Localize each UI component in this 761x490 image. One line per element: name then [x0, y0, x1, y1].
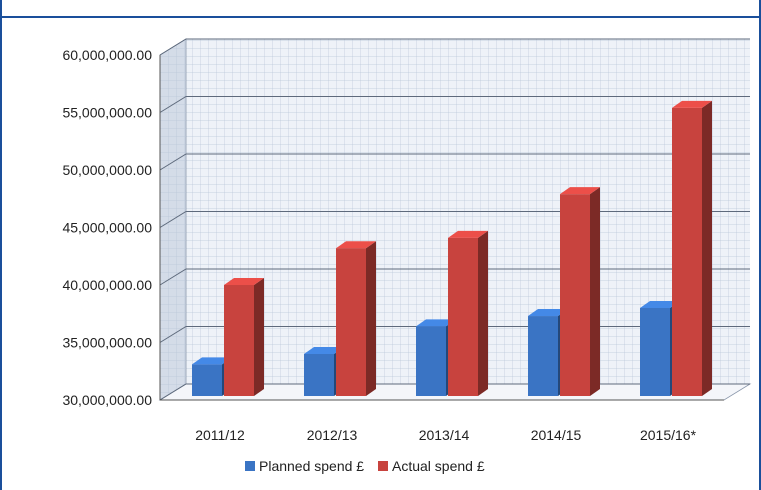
right-border: [759, 0, 761, 490]
bar-front: [640, 308, 670, 396]
bar-front: [192, 364, 222, 396]
legend-swatch: [378, 461, 388, 471]
bar: [224, 278, 264, 396]
y-axis: 30,000,000.00 35,000,000.00 40,000,000.00 4…: [62, 47, 724, 408]
x-tick-label: 2014/15: [531, 427, 582, 443]
bar-side: [254, 278, 264, 396]
bar-side: [366, 241, 376, 396]
legend-label: Planned spend £: [259, 458, 364, 474]
bar-front: [528, 316, 558, 396]
y-tick-label: 50,000,000.00: [62, 162, 152, 178]
top-border: [0, 0, 761, 18]
x-tick-label: 2015/16*: [640, 427, 697, 443]
bar-top: [304, 347, 344, 354]
bar-top: [640, 301, 680, 308]
legend-swatch: [245, 461, 255, 471]
bar-top: [528, 309, 568, 317]
bar: [672, 100, 712, 397]
gridline: [159, 96, 750, 113]
x-tick-label: 2012/13: [307, 427, 358, 443]
legend: Planned spend £ Actual spend £: [245, 458, 485, 474]
bar-front: [304, 354, 334, 396]
gridline: [159, 153, 750, 171]
bar-top: [224, 278, 264, 285]
bar-top: [560, 187, 600, 195]
y-tick-label: 60,000,000.00: [62, 47, 152, 63]
left-border: [0, 0, 2, 490]
bar-front: [672, 107, 702, 397]
bar-side: [702, 100, 712, 397]
gridline: [159, 38, 750, 56]
bar-top: [672, 100, 712, 108]
bar-front: [224, 285, 254, 396]
bar: [560, 187, 600, 396]
bar-front: [448, 237, 478, 396]
bar-front: [416, 326, 446, 396]
legend-label: Actual spend £: [392, 458, 485, 474]
y-tick-label: 30,000,000.00: [62, 392, 152, 408]
bar-top: [448, 230, 488, 238]
bar-side: [590, 187, 600, 396]
bar: [448, 230, 488, 396]
y-tick-label: 35,000,000.00: [62, 335, 152, 351]
bar-top: [336, 241, 376, 249]
bar: [336, 241, 376, 396]
x-tick-label: 2011/12: [195, 427, 245, 443]
y-tick-label: 45,000,000.00: [62, 220, 152, 236]
y-tick-label: 55,000,000.00: [62, 105, 152, 121]
bar-side: [478, 230, 488, 396]
bar-series: [192, 100, 712, 397]
x-axis: 2011/12 2012/13 2013/14 2014/15 2015/16*: [195, 427, 696, 443]
bar-front: [336, 248, 366, 396]
x-tick-label: 2013/14: [419, 427, 470, 443]
y-tick-label: 40,000,000.00: [62, 277, 152, 293]
bar-top: [416, 319, 456, 327]
bar-front: [560, 194, 590, 396]
bar-top: [192, 357, 232, 365]
